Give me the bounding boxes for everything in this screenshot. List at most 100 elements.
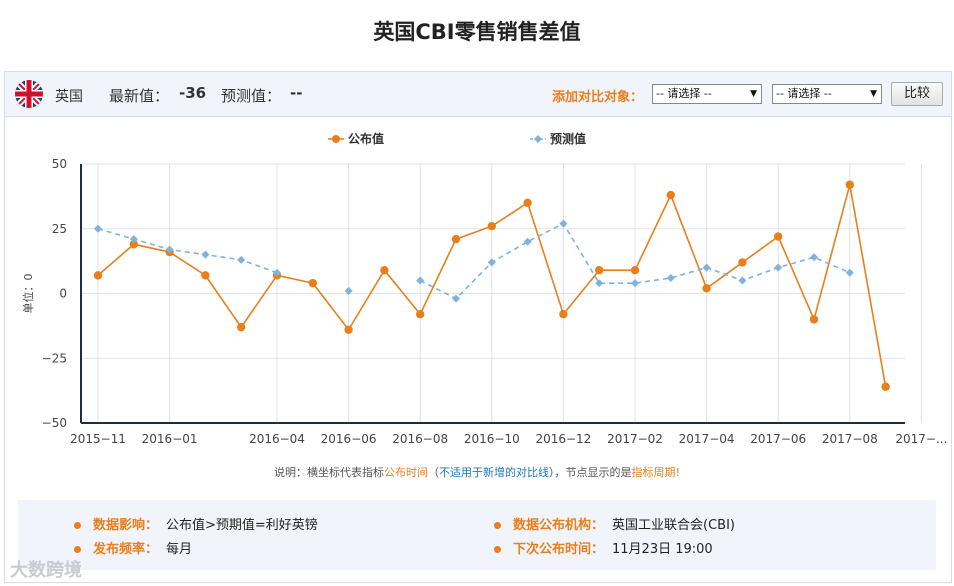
legend-marker bbox=[332, 135, 340, 143]
dropdown-arrow-icon: ▼ bbox=[750, 89, 757, 99]
x-tick-label: 2016−08 bbox=[392, 432, 448, 446]
data-point-actual bbox=[308, 278, 317, 288]
data-point-forecast bbox=[237, 255, 246, 264]
note-text-1: 说明：横坐标代表指标 bbox=[274, 466, 385, 479]
info-box: 数据影响： 公布值>预期值=利好英镑 数据公布机构： 英国工业联合会(CBI) 发布… bbox=[18, 500, 936, 570]
x-tick-label: 2017−02 bbox=[607, 432, 663, 446]
x-tick-label: 2017−06 bbox=[750, 432, 806, 446]
x-tick-label: 2015−11 bbox=[70, 432, 126, 446]
legend-marker bbox=[534, 135, 542, 143]
x-tick-label: 2016−01 bbox=[142, 432, 198, 446]
data-point-actual bbox=[344, 325, 353, 334]
agency-label: 数据公布机构： bbox=[513, 518, 605, 533]
data-point-forecast bbox=[595, 279, 604, 288]
note-text-4: 不适用于新增的对比线 bbox=[439, 466, 550, 479]
y-tick-label: 0 bbox=[59, 287, 67, 301]
forecast-label: 预测值： bbox=[221, 87, 282, 105]
info-agency: 数据公布机构： 英国工业联合会(CBI) bbox=[494, 514, 735, 533]
compare-select-1-value: -- 请选择 -- bbox=[656, 87, 712, 100]
page-title: 英国CBI零售销售差值 bbox=[373, 20, 581, 44]
x-tick-label: 2016−10 bbox=[464, 432, 520, 446]
data-point-actual bbox=[451, 234, 461, 244]
note-text-5: ），节点显示的是 bbox=[549, 466, 632, 479]
data-point-actual bbox=[237, 322, 246, 332]
compare-label: 添加对比对象： bbox=[552, 90, 644, 105]
x-tick-label: 2017−04 bbox=[679, 432, 735, 446]
data-point-forecast bbox=[845, 268, 854, 277]
data-point-forecast bbox=[774, 263, 783, 272]
dropdown-arrow-icon: ▼ bbox=[870, 89, 877, 99]
data-point-forecast bbox=[416, 276, 425, 285]
data-point-forecast bbox=[487, 258, 496, 267]
data-point-actual bbox=[201, 271, 210, 280]
y-tick-label: −25 bbox=[42, 351, 67, 365]
data-point-forecast bbox=[738, 276, 747, 285]
y-tick-label: 50 bbox=[52, 157, 67, 171]
data-point-actual bbox=[380, 265, 389, 275]
x-tick-label: 2016−12 bbox=[535, 432, 591, 446]
info-frequency: 发布频率： 每月 bbox=[74, 538, 192, 557]
bullet-icon bbox=[74, 522, 81, 529]
data-point-forecast bbox=[702, 263, 711, 272]
data-point-forecast bbox=[201, 250, 210, 259]
data-point-forecast bbox=[165, 245, 174, 254]
y-axis-label: 单位：0 bbox=[21, 274, 35, 314]
agency-value: 英国工业联合会(CBI) bbox=[612, 518, 735, 533]
bullet-icon bbox=[494, 546, 501, 553]
data-point-actual bbox=[559, 310, 568, 319]
y-tick-label: 25 bbox=[52, 222, 67, 236]
note-text-7: ! bbox=[675, 466, 680, 479]
data-point-actual bbox=[416, 310, 425, 319]
data-point-forecast bbox=[129, 235, 138, 244]
next-release-label: 下次公布时间： bbox=[513, 542, 605, 557]
note-text-3: （ bbox=[428, 466, 440, 479]
data-point-actual bbox=[630, 265, 640, 275]
forecast-value: -- bbox=[290, 84, 303, 102]
compare-select-1[interactable]: -- 请选择 -- ▼ bbox=[652, 84, 762, 104]
data-point-forecast bbox=[559, 219, 568, 228]
data-point-actual bbox=[738, 258, 747, 267]
bullet-icon bbox=[494, 522, 501, 529]
frequency-value: 每月 bbox=[166, 542, 193, 557]
data-point-forecast bbox=[344, 286, 353, 295]
data-point-forecast bbox=[452, 294, 460, 303]
data-point-forecast bbox=[810, 253, 818, 262]
data-point-actual bbox=[523, 198, 532, 208]
data-point-actual bbox=[666, 190, 675, 200]
data-point-forecast bbox=[631, 279, 639, 288]
watermark-logo: 大数跨境 bbox=[10, 560, 82, 581]
data-point-actual bbox=[845, 180, 854, 189]
x-tick-label: 2017−08 bbox=[822, 432, 878, 446]
legend-label: 公布值 bbox=[348, 131, 384, 146]
data-point-forecast bbox=[666, 273, 675, 282]
compare-select-2[interactable]: -- 请选择 -- ▼ bbox=[772, 84, 882, 104]
data-point-forecast bbox=[273, 268, 281, 277]
data-point-actual bbox=[487, 221, 496, 231]
impact-value: 公布值>预期值=利好英镑 bbox=[166, 518, 318, 533]
data-point-actual bbox=[881, 382, 890, 391]
chart-panel: 英国 最新值： -36 预测值： -- 添加对比对象： -- 请选择 -- ▼ … bbox=[4, 71, 952, 583]
note-text-2: 公布时间 bbox=[384, 466, 429, 479]
frequency-label: 发布频率： bbox=[93, 542, 159, 557]
y-tick-label: −50 bbox=[42, 416, 67, 430]
x-tick-label: 2017−... bbox=[895, 432, 947, 446]
data-point-actual bbox=[809, 315, 819, 324]
latest-value: -36 bbox=[179, 84, 207, 102]
data-point-forecast bbox=[523, 237, 532, 246]
data-point-actual bbox=[129, 240, 138, 249]
data-point-actual bbox=[93, 271, 103, 280]
legend-label: 预测值 bbox=[550, 131, 586, 146]
data-point-actual bbox=[702, 284, 711, 293]
compare-select-2-value: -- 请选择 -- bbox=[776, 87, 832, 100]
uk-flag-icon bbox=[15, 80, 43, 108]
latest-label: 最新值： bbox=[109, 87, 170, 105]
x-tick-label: 2016−04 bbox=[249, 432, 305, 446]
series-line-forecast bbox=[97, 227, 278, 274]
compare-button[interactable]: 比较 bbox=[891, 82, 943, 106]
data-point-actual bbox=[595, 265, 604, 275]
info-impact: 数据影响： 公布值>预期值=利好英镑 bbox=[74, 514, 318, 533]
impact-label: 数据影响： bbox=[93, 518, 159, 533]
x-tick-label: 2016−06 bbox=[321, 432, 377, 446]
country-name: 英国 bbox=[55, 89, 83, 105]
